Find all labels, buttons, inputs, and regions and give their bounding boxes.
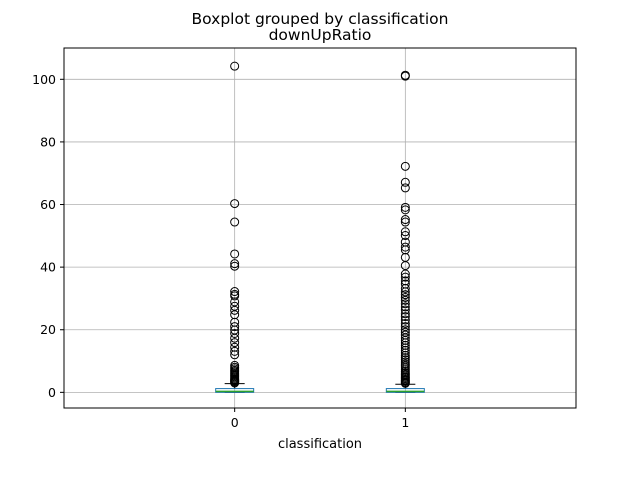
flier-point (400, 205, 410, 215)
flier-point (400, 283, 410, 293)
x-tick-label: 0 (231, 415, 239, 430)
flier-point (230, 199, 240, 209)
flier-point (400, 292, 410, 302)
flier-point (400, 215, 410, 225)
flier-point (230, 261, 240, 271)
flier-point (230, 305, 240, 315)
flier-point (230, 217, 240, 227)
flier-point (400, 177, 410, 187)
flier-point (400, 290, 410, 300)
flier-point (230, 328, 240, 338)
y-tick-label: 40 (40, 260, 56, 275)
chart-title: downUpRatio (269, 26, 372, 44)
box-iqr (385, 388, 425, 393)
flier-point (400, 295, 410, 305)
flier-point (400, 217, 410, 227)
flier-point (400, 345, 410, 355)
flier-point (230, 338, 240, 348)
y-tick-label: 60 (40, 197, 56, 212)
flier-point (230, 333, 240, 343)
flier-point (400, 318, 410, 328)
flier-point (400, 315, 410, 325)
y-tick-label: 20 (40, 322, 56, 337)
flier-point (230, 322, 240, 332)
plot-frame (63, 47, 577, 409)
tick-layer: 0 20 40 60 80 100 0 1 (32, 72, 409, 430)
flier-point (230, 249, 240, 259)
flier-point (400, 350, 410, 360)
x-axis-label: classification (278, 437, 362, 452)
flier-point (400, 272, 410, 282)
flier-point (230, 350, 240, 360)
box-iqr (215, 388, 255, 393)
y-tick-label: 0 (48, 385, 56, 400)
y-tick-label: 80 (40, 134, 56, 149)
flier-point (230, 61, 240, 71)
flier-point (400, 299, 410, 309)
flier-point (400, 202, 410, 212)
flier-point (400, 312, 410, 322)
flier-point (400, 242, 410, 252)
flier-point (400, 302, 410, 312)
flier-point (400, 227, 410, 237)
flier-point (230, 287, 240, 297)
flier-point (400, 305, 410, 315)
flier-point (400, 348, 410, 358)
box-layer (215, 61, 425, 393)
x-tick-label: 1 (401, 415, 409, 430)
flier-point (400, 161, 410, 171)
flier-point (400, 231, 410, 241)
y-tick-label: 100 (32, 72, 56, 87)
flier-point (400, 269, 410, 279)
chart-suptitle: Boxplot grouped by classification (192, 10, 449, 28)
flier-point (400, 309, 410, 319)
flier-point (230, 346, 240, 356)
flier-point (230, 259, 240, 269)
flier-point (400, 71, 410, 81)
flier-point (230, 378, 240, 388)
grid-layer (64, 48, 576, 408)
flier-point (400, 183, 410, 193)
flier-point (230, 291, 240, 301)
flier-point (400, 378, 410, 388)
